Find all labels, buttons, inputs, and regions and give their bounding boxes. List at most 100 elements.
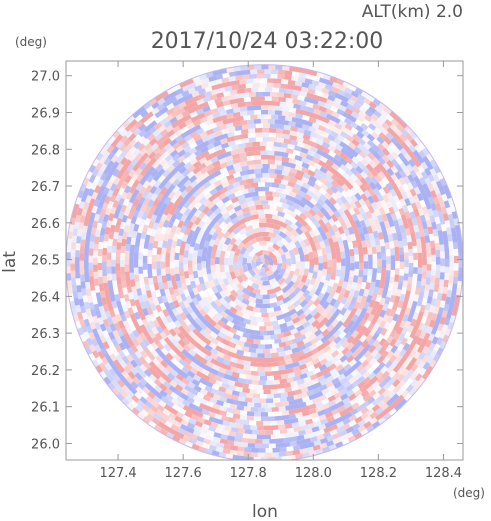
radar-cell	[257, 285, 266, 291]
radar-cell	[143, 124, 153, 133]
radar-cell	[144, 162, 153, 171]
radar-cell	[175, 343, 185, 353]
radar-cell	[389, 319, 397, 329]
radar-cell	[348, 364, 357, 374]
radar-cell	[445, 190, 453, 200]
radar-cell	[327, 335, 337, 344]
radar-cell	[284, 229, 294, 238]
radar-cell	[145, 289, 153, 299]
radar-cell	[160, 202, 169, 212]
radar-cell	[271, 96, 280, 102]
radar-cell	[333, 300, 341, 309]
radar-cell	[330, 185, 339, 194]
radar-cell	[385, 212, 393, 222]
radar-cell	[343, 92, 353, 100]
radar-cell	[115, 133, 124, 143]
radar-cell	[242, 257, 248, 266]
radar-cell	[400, 368, 410, 378]
radar-cell	[148, 151, 157, 160]
radar-cell	[151, 101, 161, 110]
radar-cell	[381, 290, 388, 300]
radar-cell	[435, 270, 441, 279]
radar-cell	[177, 106, 186, 115]
radar-cell	[432, 228, 439, 238]
radar-cell	[286, 102, 295, 109]
radar-cell	[349, 201, 358, 210]
radar-cell	[114, 293, 121, 302]
radar-cell	[191, 378, 201, 387]
radar-cell	[266, 195, 274, 201]
radar-cell	[127, 291, 134, 300]
radar-cell	[141, 307, 149, 317]
radar-cell	[362, 394, 372, 403]
radar-cell	[344, 220, 353, 229]
radar-cell	[336, 167, 346, 176]
radar-cell	[174, 245, 181, 254]
radar-cell	[88, 268, 94, 277]
radar-cell	[195, 153, 205, 162]
radar-cell	[424, 339, 433, 349]
radar-cell	[321, 215, 330, 225]
radar-cell	[201, 176, 210, 185]
radar-cell	[152, 336, 161, 345]
radar-cell	[236, 97, 245, 104]
radar-cell	[288, 120, 297, 127]
radar-cell	[211, 83, 220, 91]
radar-cell	[198, 321, 208, 331]
radar-cell	[225, 407, 234, 414]
radar-cell	[206, 142, 216, 150]
radar-cell	[138, 128, 148, 138]
radar-cell	[413, 224, 420, 234]
radar-cell	[259, 290, 268, 295]
radar-cell	[91, 167, 100, 177]
radar-cell	[313, 227, 321, 237]
radar-cell	[177, 437, 187, 446]
radar-cell	[248, 237, 258, 245]
radar-cell	[104, 309, 112, 319]
radar-cell	[409, 188, 418, 198]
radar-cell	[346, 335, 355, 345]
radar-cell	[300, 186, 309, 194]
radar-cell	[299, 299, 308, 308]
radar-cell	[371, 420, 381, 430]
radar-cell	[192, 263, 198, 272]
radar-cell	[142, 293, 149, 302]
radar-cell	[394, 354, 403, 364]
radar-cell	[130, 278, 136, 287]
radar-cell	[154, 115, 164, 124]
radar-cell	[149, 312, 157, 322]
radar-cell	[403, 168, 412, 178]
radar-cell	[347, 393, 357, 402]
radar-cell	[275, 289, 285, 298]
radar-cell	[123, 184, 132, 194]
radar-cell	[341, 423, 351, 431]
radar-cell	[264, 407, 272, 413]
radar-cell	[398, 348, 407, 358]
radar-cell	[123, 310, 131, 319]
radar-cell	[177, 160, 186, 170]
radar-cell	[342, 380, 352, 389]
radar-cell	[172, 83, 182, 92]
radar-cell	[365, 294, 373, 304]
radar-cell	[273, 374, 282, 381]
radar-cell	[216, 231, 225, 240]
radar-cell	[187, 323, 196, 332]
radar-cell	[230, 394, 239, 401]
radar-cell	[367, 254, 373, 262]
radar-cell	[326, 266, 333, 275]
radar-cell	[177, 149, 187, 158]
radar-cell	[304, 356, 313, 364]
radar-cell	[374, 343, 383, 353]
radar-cell	[157, 174, 167, 183]
radar-cell	[287, 286, 296, 295]
radar-cell	[327, 363, 337, 372]
radar-cell	[388, 354, 397, 364]
radar-cell	[219, 433, 229, 440]
radar-cell	[391, 131, 401, 141]
radar-cell	[272, 379, 281, 385]
radar-cell	[90, 289, 97, 298]
radar-cell	[294, 398, 304, 405]
radar-cell	[219, 123, 228, 131]
radar-cell	[182, 299, 191, 308]
radar-cell	[385, 365, 395, 375]
